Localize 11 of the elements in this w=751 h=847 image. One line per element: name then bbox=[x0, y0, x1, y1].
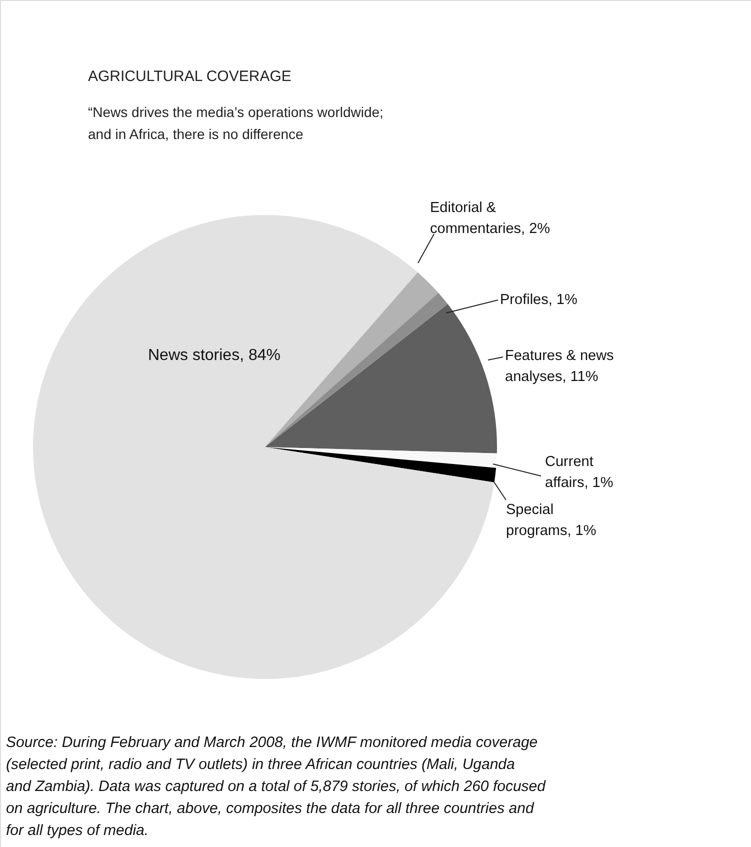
slice-label: News stories, 84% bbox=[148, 347, 280, 364]
pie-slice bbox=[265, 447, 496, 482]
pie-slice bbox=[265, 447, 497, 468]
source-note: Source: During February and March 2008, the IWMF monitored media coverage (selected print, radio and TV outlets) in three African countries (Mali, Uganda and Zambia). Data was captured on a total of 5,879 stories, of which 260 focused on agriculture. The chart, above, composites the data for all three countries and for all types of media. bbox=[6, 734, 546, 839]
slice-label: Editorial & commentaries, 2% bbox=[430, 200, 550, 237]
slice-label: Special programs, 1% bbox=[506, 502, 596, 539]
slice-label: Features & news analyses, 11% bbox=[505, 348, 614, 385]
chart-title: AGRICULTURAL COVERAGE bbox=[88, 68, 292, 85]
chart-subtitle: “News drives the media’s operations worldwide; and in Africa, there is no difference bbox=[88, 104, 384, 142]
slice-label: Current affairs, 1% bbox=[545, 454, 614, 491]
slice-label: Profiles, 1% bbox=[500, 292, 578, 308]
